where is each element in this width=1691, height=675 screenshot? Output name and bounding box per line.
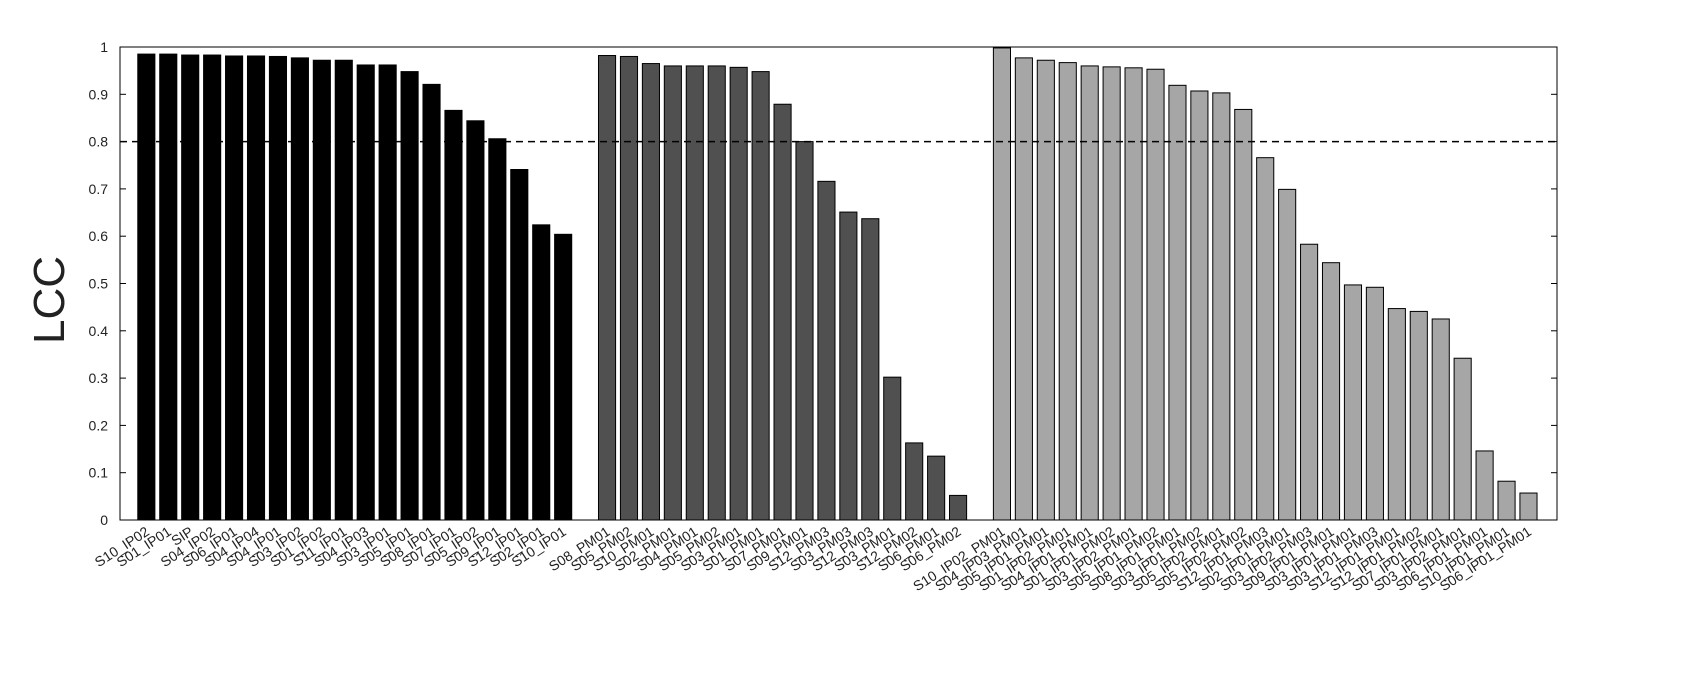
bar xyxy=(619,55,639,521)
bar xyxy=(729,66,748,521)
bar xyxy=(268,55,288,521)
bar xyxy=(817,180,836,521)
bar xyxy=(597,55,617,521)
bar xyxy=(685,65,704,521)
bar xyxy=(1409,310,1428,521)
bar xyxy=(883,376,902,521)
bar xyxy=(663,65,682,521)
bar xyxy=(356,64,375,521)
bar xyxy=(1497,480,1516,521)
y-tick-label: 0.7 xyxy=(89,181,109,197)
bar xyxy=(400,71,419,521)
bar xyxy=(290,57,309,521)
bar xyxy=(1300,243,1319,521)
bar xyxy=(378,64,397,521)
bar xyxy=(159,53,178,521)
bar xyxy=(707,65,726,521)
y-tick-label: 0.8 xyxy=(89,134,109,150)
bar xyxy=(927,455,946,521)
bar xyxy=(334,59,353,521)
bar xyxy=(181,54,200,521)
y-tick-label: 0.9 xyxy=(89,86,109,102)
bar xyxy=(795,141,814,521)
bar xyxy=(1124,67,1143,521)
plot-frame xyxy=(119,46,1558,521)
bar xyxy=(1102,66,1121,521)
bar xyxy=(1058,62,1077,521)
bar xyxy=(1080,65,1099,521)
bar xyxy=(1365,286,1384,521)
bar xyxy=(137,53,156,521)
bar xyxy=(312,59,331,521)
bar xyxy=(861,218,880,521)
y-tick-label: 0.6 xyxy=(89,228,109,244)
bar xyxy=(1212,92,1231,521)
bar xyxy=(532,224,551,521)
bar xyxy=(1146,68,1165,521)
y-tick-label: 0 xyxy=(100,512,108,528)
bar xyxy=(488,138,507,521)
bar xyxy=(1234,108,1253,521)
bar xyxy=(1321,262,1341,521)
y-tick-label: 0.2 xyxy=(89,417,109,433)
bar xyxy=(839,211,858,521)
y-tick-label: 0.4 xyxy=(89,323,109,339)
bar xyxy=(949,494,968,521)
y-tick-label: 0.5 xyxy=(89,276,109,292)
bar xyxy=(1431,318,1450,521)
bar xyxy=(1256,157,1275,521)
bar xyxy=(773,103,792,521)
bar xyxy=(751,71,770,521)
bar xyxy=(1014,57,1033,521)
bar xyxy=(1036,59,1055,521)
bar xyxy=(466,120,485,521)
bar xyxy=(1475,450,1494,521)
bar xyxy=(554,233,573,521)
y-axis-label: LCC xyxy=(25,256,74,344)
bar xyxy=(1387,308,1406,521)
bar xyxy=(1168,84,1187,521)
bar xyxy=(1278,188,1297,521)
bar xyxy=(246,55,266,521)
bar xyxy=(510,169,529,521)
bar xyxy=(1519,492,1538,521)
bar xyxy=(992,47,1012,521)
bar xyxy=(444,109,463,521)
y-tick-label: 0.3 xyxy=(89,370,109,386)
bar xyxy=(641,63,660,521)
bar xyxy=(225,55,244,521)
bar xyxy=(905,442,924,521)
bar xyxy=(203,54,222,521)
bar xyxy=(1453,357,1472,521)
y-tick-label: 0.1 xyxy=(89,465,109,481)
bar xyxy=(1343,284,1363,521)
bar xyxy=(422,83,441,521)
bar xyxy=(1190,90,1209,521)
y-tick-label: 1 xyxy=(100,39,108,55)
